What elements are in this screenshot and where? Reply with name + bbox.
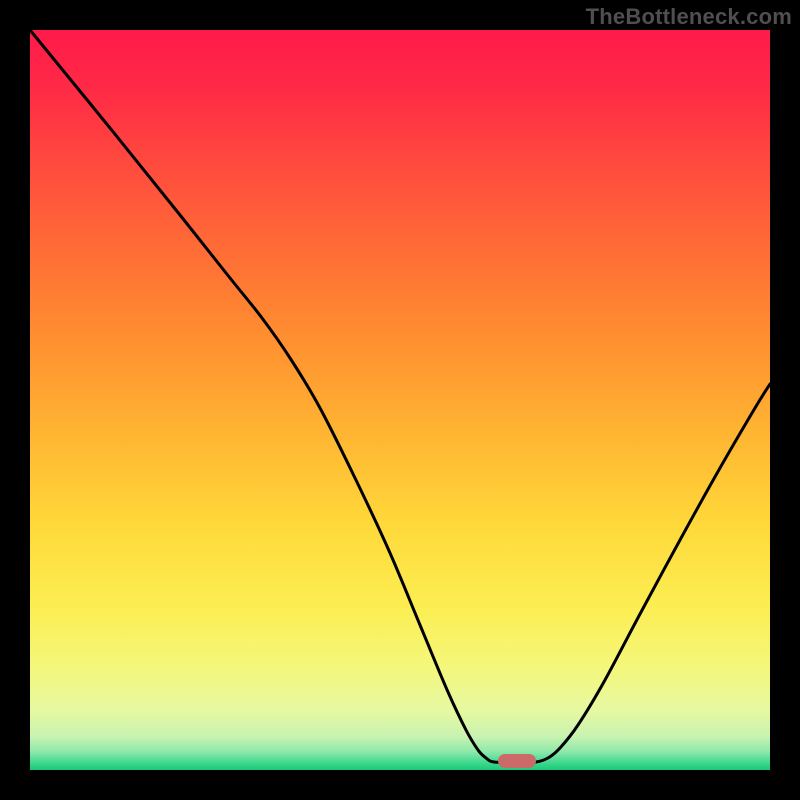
chart-svg [0, 0, 800, 800]
plot-background [30, 30, 770, 770]
sweet-spot-marker [498, 754, 536, 768]
chart-container: { "watermark": { "text": "TheBottleneck.… [0, 0, 800, 800]
watermark-text: TheBottleneck.com [586, 4, 792, 30]
